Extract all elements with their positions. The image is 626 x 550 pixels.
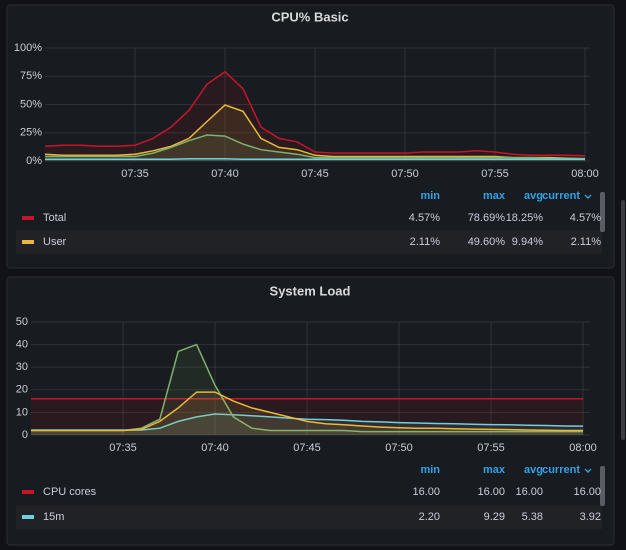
series-area (45, 135, 585, 161)
series-line (31, 391, 583, 432)
y-tick-label: 30 (16, 361, 28, 373)
legend-name: CPU cores (43, 486, 97, 498)
series-area (31, 344, 583, 435)
y-tick-label: 50 (16, 316, 28, 328)
x-tick-label: 07:50 (391, 168, 419, 180)
x-tick-label: 07:40 (201, 442, 229, 454)
legend-value: 4.57% (409, 212, 440, 224)
legend-name: 15m (43, 511, 64, 523)
legend-row-bg (16, 505, 602, 529)
legend-value: 16.00 (573, 486, 601, 498)
y-tick-label: 100% (14, 42, 42, 54)
sort-chevron[interactable] (584, 194, 592, 199)
legend-swatch (22, 490, 34, 494)
legend-value: 2.20 (419, 511, 440, 523)
series-line (44, 70, 586, 157)
legend-header: min (420, 190, 440, 202)
y-tick-label: 10 (16, 406, 28, 418)
legend-value: 5.38 (522, 511, 543, 523)
series-area (31, 398, 583, 435)
series-line (44, 104, 586, 160)
legend-header: avg (524, 464, 543, 476)
y-tick-label: 0% (26, 155, 42, 167)
x-tick-label: 07:35 (109, 442, 137, 454)
x-tick-label: 08:00 (571, 168, 599, 180)
panel (6, 276, 615, 546)
legend-header: avg (524, 190, 543, 202)
series-line (45, 134, 585, 160)
legend-row-bg (16, 230, 602, 254)
legend-value: 78.69% (468, 212, 506, 224)
scrollbar[interactable] (600, 466, 605, 506)
legend-value: 49.60% (468, 236, 506, 248)
legend-value: 2.11% (410, 236, 441, 248)
legend-header: max (483, 464, 506, 476)
x-tick-label: 07:50 (385, 442, 413, 454)
legend-value: 4.57% (570, 212, 601, 224)
series-area (31, 392, 583, 435)
y-tick-label: 50% (20, 98, 42, 110)
panel-title: System Load (270, 283, 351, 298)
sort-chevron[interactable] (584, 468, 592, 473)
legend-value: 9.94% (512, 236, 543, 248)
y-tick-label: 0 (22, 429, 28, 441)
legend-value: 16.00 (477, 486, 505, 498)
series-area (45, 105, 585, 161)
x-tick-label: 07:45 (301, 168, 329, 180)
x-tick-label: 07:35 (121, 168, 149, 180)
legend-header: current (542, 464, 580, 476)
y-tick-label: 40 (16, 339, 28, 351)
legend-swatch (22, 240, 34, 244)
legend-value: 9.29 (484, 511, 505, 523)
legend-value: 16.00 (412, 486, 440, 498)
panel-title: CPU% Basic (271, 9, 348, 24)
y-tick-label: 75% (20, 70, 42, 82)
legend-value: 3.92 (580, 511, 601, 523)
page-scrollbar[interactable] (621, 200, 625, 440)
scrollbar[interactable] (600, 192, 605, 232)
legend-name: User (43, 236, 67, 248)
legend-header: current (542, 190, 580, 202)
legend-header: max (483, 190, 506, 202)
y-tick-label: 20 (16, 384, 28, 396)
legend-value: 18.25% (506, 212, 544, 224)
x-tick-label: 07:55 (481, 168, 509, 180)
legend-swatch (22, 216, 34, 220)
legend-value: 16.00 (515, 486, 543, 498)
x-tick-label: 07:45 (293, 442, 321, 454)
panel (6, 4, 615, 269)
y-tick-label: 25% (20, 127, 42, 139)
x-tick-label: 08:00 (569, 442, 597, 454)
legend-header: min (420, 464, 440, 476)
series-area (31, 414, 583, 435)
legend-value: 2.11% (571, 236, 602, 248)
x-tick-label: 07:55 (477, 442, 505, 454)
series-line (45, 157, 585, 161)
series-area (45, 71, 585, 161)
x-tick-label: 07:40 (211, 168, 239, 180)
legend-name: Total (43, 212, 66, 224)
legend-swatch (22, 515, 34, 519)
